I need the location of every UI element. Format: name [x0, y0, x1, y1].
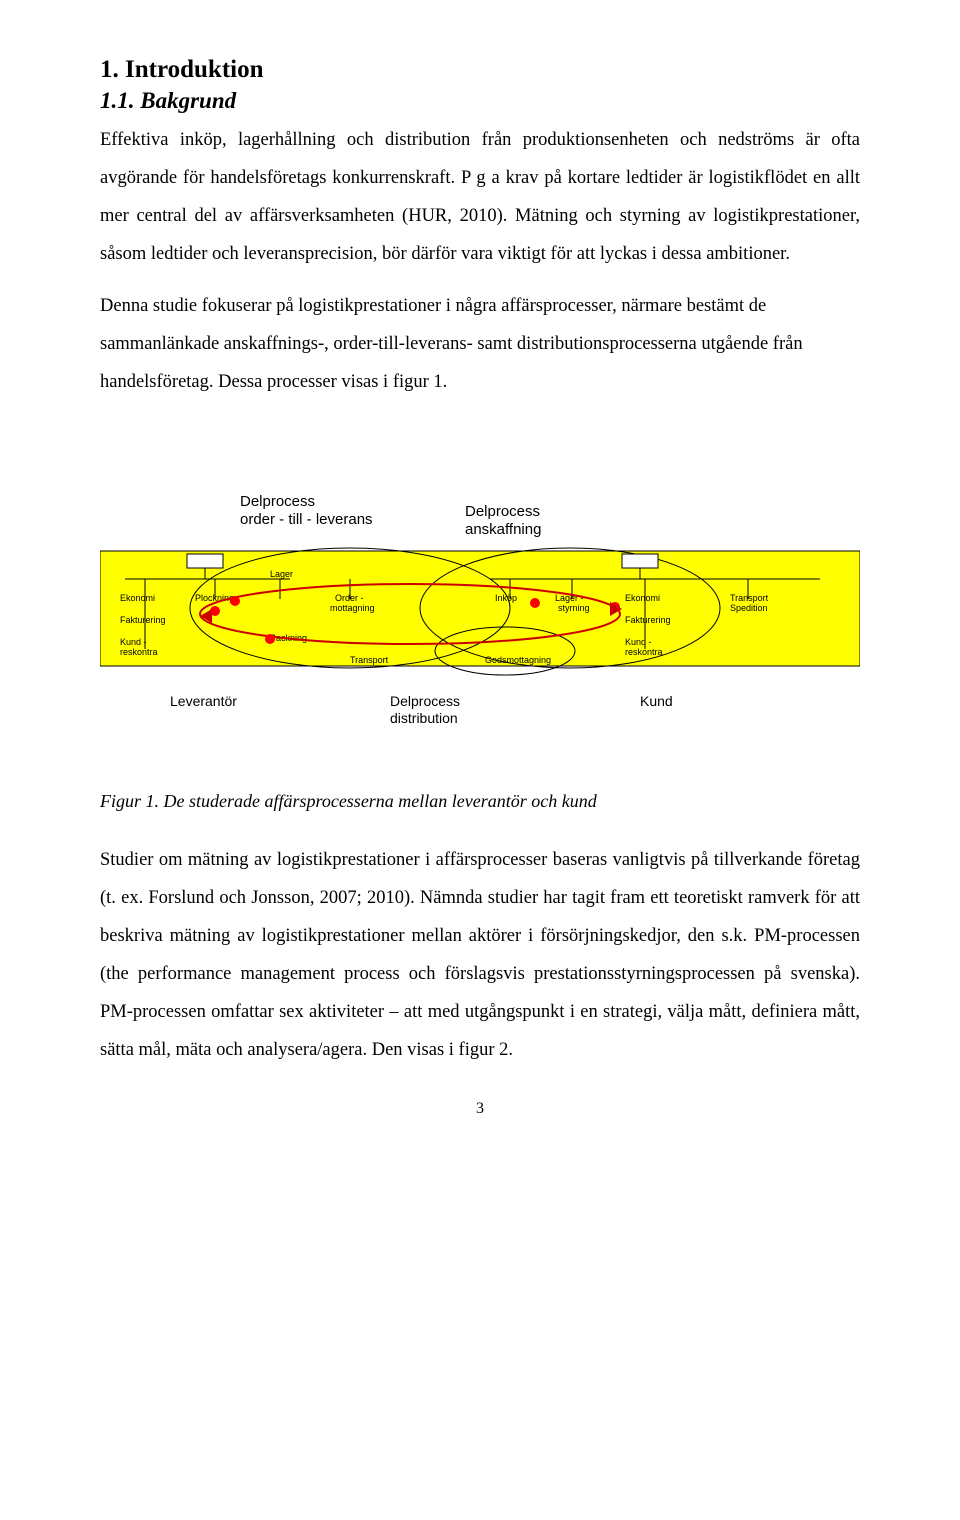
svg-text:order - till - leverans: order - till - leverans [240, 511, 373, 528]
svg-text:Kund: Kund [640, 693, 673, 709]
svg-text:Ekonomi: Ekonomi [120, 593, 155, 603]
svg-text:Kund -: Kund - [120, 637, 147, 647]
heading-2: 1.1. Bakgrund [100, 88, 860, 114]
svg-text:Transport: Transport [350, 655, 389, 665]
svg-text:Inköp: Inköp [495, 593, 517, 603]
svg-text:Godsmottagning: Godsmottagning [485, 655, 551, 665]
svg-text:Delprocess: Delprocess [465, 503, 540, 520]
svg-text:Lager: Lager [270, 569, 293, 579]
figure-caption: Figur 1. De studerade affärsprocesserna … [100, 791, 860, 812]
svg-text:distribution: distribution [390, 710, 458, 726]
svg-text:Fakturering: Fakturering [120, 615, 166, 625]
svg-text:Ekonomi: Ekonomi [625, 593, 660, 603]
svg-text:anskaffning: anskaffning [465, 521, 541, 538]
svg-text:reskontra: reskontra [625, 647, 663, 657]
svg-text:Fakturering: Fakturering [625, 615, 671, 625]
svg-text:mottagning: mottagning [330, 603, 375, 613]
figure-svg: Delprocessorder - till - leveransDelproc… [100, 451, 860, 751]
svg-text:Transport: Transport [730, 593, 769, 603]
svg-text:Spedition: Spedition [730, 603, 768, 613]
svg-text:Kund -: Kund - [625, 637, 652, 647]
heading-1: 1. Introduktion [100, 56, 860, 84]
paragraph-2: Denna studie fokuserar på logistikpresta… [100, 288, 860, 402]
paragraph-3: Studier om mätning av logistikprestation… [100, 842, 860, 1070]
svg-text:Order -: Order - [335, 593, 364, 603]
paragraph-1: Effektiva inköp, lagerhållning och distr… [100, 122, 860, 274]
svg-text:Leverantör: Leverantör [170, 693, 237, 709]
figure-1: Delprocessorder - till - leveransDelproc… [100, 451, 860, 751]
page-number: 3 [100, 1100, 860, 1118]
svg-text:styrning: styrning [558, 603, 590, 613]
svg-text:reskontra: reskontra [120, 647, 158, 657]
svg-text:Delprocess: Delprocess [240, 493, 315, 510]
svg-text:Delprocess: Delprocess [390, 693, 460, 709]
page: 1. Introduktion 1.1. Bakgrund Effektiva … [0, 0, 960, 1158]
